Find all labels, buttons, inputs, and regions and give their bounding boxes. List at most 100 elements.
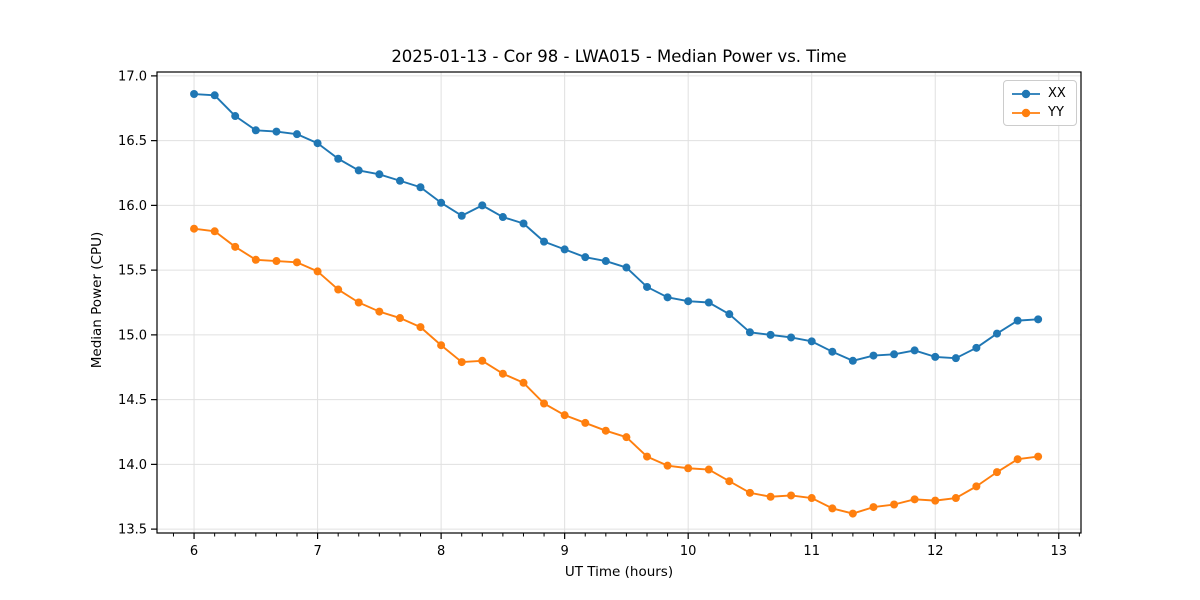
data-point-xx — [251, 126, 260, 135]
data-point-xx — [951, 354, 960, 363]
data-point-yy — [890, 500, 899, 509]
legend-item-xx: XX — [1011, 86, 1066, 101]
x-tick-label: 10 — [680, 544, 697, 559]
data-point-yy — [1034, 452, 1043, 461]
data-point-xx — [601, 257, 610, 266]
data-point-yy — [643, 452, 652, 461]
data-point-xx — [972, 343, 981, 352]
data-point-yy — [354, 298, 363, 307]
data-point-yy — [560, 411, 569, 420]
data-point-yy — [519, 378, 528, 387]
data-point-yy — [951, 494, 960, 503]
data-point-xx — [807, 337, 816, 346]
data-point-xx — [210, 91, 219, 100]
data-point-yy — [993, 468, 1001, 477]
y-axis-label: Median Power (CPU) — [89, 231, 105, 369]
data-point-xx — [993, 329, 1001, 338]
data-point-yy — [931, 496, 940, 505]
data-point-xx — [745, 328, 754, 337]
data-point-xx — [848, 356, 857, 365]
data-point-xx — [1034, 315, 1043, 324]
data-point-yy — [498, 369, 507, 378]
data-point-yy — [807, 494, 816, 503]
data-point-yy — [334, 285, 343, 294]
data-point-xx — [704, 298, 713, 307]
data-point-xx — [725, 310, 734, 319]
data-point-xx — [272, 127, 281, 136]
data-point-xx — [416, 183, 425, 192]
data-point-xx — [787, 333, 796, 342]
data-point-yy — [787, 491, 796, 500]
data-point-yy — [540, 399, 549, 408]
data-point-xx — [890, 350, 899, 359]
y-tick-label: 14.0 — [118, 458, 147, 473]
data-point-yy — [395, 314, 404, 323]
data-point-xx — [828, 347, 837, 356]
data-point-yy — [581, 418, 590, 427]
y-tick-label: 16.5 — [118, 134, 147, 149]
data-point-yy — [375, 307, 384, 316]
data-point-yy — [231, 242, 240, 251]
data-point-xx — [622, 263, 631, 272]
data-point-xx — [498, 213, 507, 222]
x-tick-label: 12 — [927, 544, 944, 559]
data-point-xx — [519, 219, 528, 228]
plot-border — [156, 71, 1082, 534]
data-point-xx — [375, 170, 384, 179]
y-tick-label: 13.5 — [118, 523, 147, 538]
data-point-xx — [581, 253, 590, 262]
data-point-yy — [869, 503, 878, 512]
data-point-yy — [704, 465, 713, 474]
y-tick-label: 15.0 — [118, 328, 147, 343]
data-point-xx — [334, 154, 343, 163]
data-point-yy — [972, 482, 981, 491]
data-point-xx — [869, 351, 878, 360]
data-point-xx — [643, 282, 652, 291]
series-yy — [190, 224, 1043, 518]
data-point-yy — [766, 492, 775, 501]
data-point-xx — [910, 346, 919, 355]
series-xx — [190, 90, 1043, 365]
data-point-xx — [354, 166, 363, 175]
data-point-yy — [601, 426, 610, 435]
legend-swatch-xx — [1012, 89, 1040, 98]
data-point-xx — [663, 293, 672, 302]
data-point-yy — [292, 258, 301, 267]
data-point-xx — [313, 139, 322, 148]
data-point-xx — [931, 352, 940, 361]
data-point-yy — [251, 255, 260, 264]
x-tick-label: 6 — [190, 544, 198, 559]
data-point-xx — [540, 237, 549, 246]
data-point-xx — [292, 130, 301, 139]
data-point-yy — [910, 495, 919, 504]
x-tick-label: 7 — [313, 544, 321, 559]
y-tick-label: 16.0 — [118, 199, 147, 214]
data-point-yy — [848, 509, 857, 518]
data-point-xx — [684, 297, 693, 306]
y-tick-label: 17.0 — [118, 69, 147, 84]
x-tick-label: 13 — [1050, 544, 1067, 559]
ticks: 6 7 8 9 10 11 12 13 13.5 14.0 14.5 15.0 15.5 16.0 16.5… — [118, 69, 1080, 559]
data-point-yy — [622, 433, 631, 442]
data-point-yy — [663, 461, 672, 470]
grid — [157, 72, 1081, 533]
legend: XX YY — [1003, 80, 1077, 126]
data-point-xx — [457, 211, 466, 220]
chart-title: 2025-01-13 - Cor 98 - LWA015 - Median Po… — [391, 47, 847, 66]
data-point-xx — [766, 330, 775, 339]
data-point-yy — [1013, 455, 1022, 464]
data-point-xx — [190, 90, 199, 99]
legend-label-xx: XX — [1048, 86, 1066, 101]
series-line-xx — [193, 93, 1040, 362]
legend-label-yy: YY — [1048, 105, 1064, 120]
data-point-yy — [437, 341, 446, 350]
data-point-yy — [313, 267, 322, 276]
legend-swatch-yy — [1012, 108, 1040, 117]
x-tick-label: 11 — [803, 544, 820, 559]
data-point-xx — [560, 245, 569, 254]
data-point-yy — [210, 227, 219, 236]
data-point-yy — [272, 257, 281, 266]
x-tick-label: 9 — [561, 544, 569, 559]
